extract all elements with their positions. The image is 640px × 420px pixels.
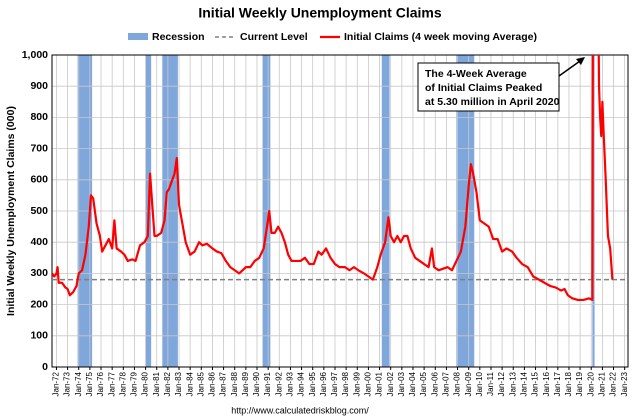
x-tick-label: Jan-97 [330,371,339,396]
y-tick-label: 800 [30,111,48,123]
x-tick-label: Jan-89 [241,371,250,396]
x-tick-label: Jan-10 [475,371,484,396]
legend-swatch [128,33,148,40]
y-tick-label: 200 [30,298,48,310]
x-tick-label: Jan-01 [375,371,384,396]
x-tick-label: Jan-90 [252,371,261,396]
x-tick-label: Jan-94 [297,371,306,396]
x-tick-label: Jan-76 [96,371,105,396]
source: http://www.calculatedriskblog.com/ [231,405,369,415]
x-tick-label: Jan-02 [386,371,395,396]
x-tick-label: Jan-96 [319,371,328,396]
chart-title: Initial Weekly Unemployment Claims [198,5,441,21]
x-tick-label: Jan-77 [107,371,116,396]
annotation-arrow [558,60,581,77]
x-tick-label: Jan-92 [274,371,283,396]
y-tick-label: 700 [30,142,48,154]
y-tick-label: 0 [42,361,48,373]
x-tick-label: Jan-91 [263,371,272,396]
x-tick-label: Jan-03 [397,371,406,396]
x-tick-label: Jan-09 [464,371,473,396]
annotation-text: of Initial Claims Peaked [425,82,542,94]
x-tick-label: Jan-19 [575,371,584,396]
x-tick-label: Jan-87 [219,371,228,396]
x-tick-label: Jan-98 [341,371,350,396]
x-tick-label: Jan-99 [352,371,361,396]
x-tick-label: Jan-79 [130,371,139,396]
x-tick-label: Jan-16 [542,371,551,396]
plot-frame [51,54,629,368]
x-tick-label: Jan-85 [196,371,205,396]
legend-label: Recession [152,31,205,43]
x-tick-label: Jan-00 [364,371,373,396]
x-tick-label: Jan-21 [597,371,606,396]
annotation-text: The 4-Week Average [425,68,527,80]
x-tick-label: Jan-12 [497,371,506,396]
x-tick-label: Jan-80 [141,371,150,396]
legend-label: Current Level [240,31,308,43]
x-tick-label: Jan-06 [430,371,439,396]
y-tick-label: 500 [30,205,48,217]
x-tick-label: Jan-82 [163,371,172,396]
x-tick-label: Jan-22 [609,371,618,396]
x-tick-label: Jan-73 [63,371,72,396]
x-tick-label: Jan-15 [531,371,540,396]
x-tick-label: Jan-86 [208,371,217,396]
y-tick-label: 600 [30,174,48,186]
y-tick-label: 100 [30,330,48,342]
x-tick-label: Jan-08 [453,371,462,396]
annotation-text: at 5.30 million in April 2020 [425,96,560,108]
x-tick-label: Jan-75 [85,371,94,396]
x-tick-label: Jan-78 [118,371,127,396]
x-tick-label: Jan-14 [519,371,528,396]
x-tick-label: Jan-83 [174,371,183,396]
x-tick-label: Jan-20 [586,371,595,396]
x-tick-label: Jan-84 [185,371,194,396]
x-tick-label: Jan-07 [442,371,451,396]
y-tick-label: 1,000 [22,49,48,61]
annotation-arrowhead [576,57,585,65]
x-tick-label: Jan-72 [52,371,61,396]
x-tick-label: Jan-74 [74,371,83,396]
annotation-box [417,62,560,112]
y-axis-label: Initial Weekly Unemployment Claims (000) [5,106,17,316]
y-tick-label: 400 [30,236,48,248]
y-tick-label: 300 [30,267,48,279]
x-tick-label: Jan-95 [308,371,317,396]
x-tick-label: Jan-11 [486,371,495,395]
series-group [52,55,614,302]
x-tick-label: Jan-18 [564,371,573,396]
x-tick-label: Jan-93 [286,371,295,396]
x-tick-label: Jan-05 [419,371,428,396]
x-tick-label: Jan-13 [508,371,517,396]
legend-label: Initial Claims (4 week moving Average) [344,31,537,43]
x-tick-label: Jan-17 [553,371,562,396]
data-line [52,55,614,302]
y-tick-label: 900 [30,80,48,92]
x-tick-label: Jan-23 [620,371,629,396]
x-tick-label: Jan-88 [230,371,239,396]
x-tick-label: Jan-81 [152,371,161,396]
x-tick-label: Jan-04 [408,371,417,396]
